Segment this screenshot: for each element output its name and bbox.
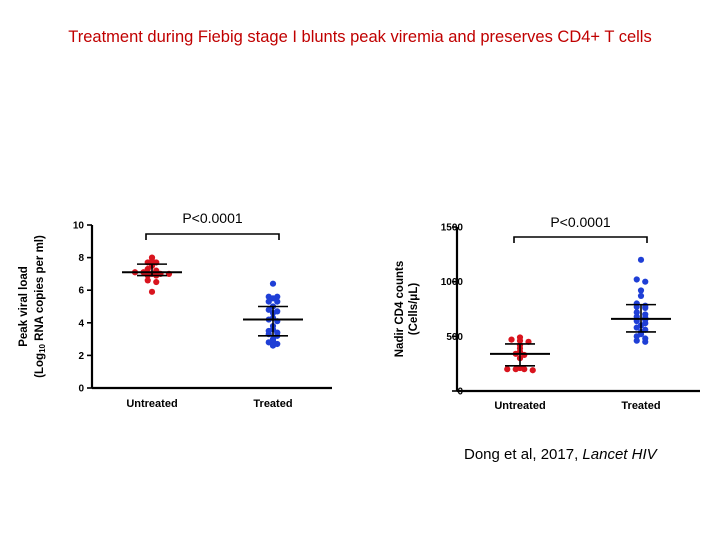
data-point — [633, 324, 640, 331]
data-point — [637, 287, 645, 294]
chart-1: 0 2 4 6 8 10 Untreated Treated Peak viral load (L… — [18, 210, 332, 410]
y-axis-label: Peak viral load — [18, 266, 30, 347]
data-point — [148, 288, 156, 295]
data-point — [508, 336, 515, 343]
y-tick-label: 500 — [446, 332, 463, 343]
y-tick-label: 8 — [78, 253, 84, 264]
data-point — [516, 337, 524, 344]
series-treated — [611, 256, 671, 345]
series-untreated — [490, 334, 550, 374]
data-point — [529, 367, 536, 374]
data-point — [521, 366, 528, 373]
citation-journal: Lancet HIV — [582, 446, 657, 463]
data-point — [504, 366, 511, 373]
p-value-label: P<0.0001 — [182, 210, 243, 226]
data-point — [274, 298, 281, 305]
y-tick-label: 4 — [78, 318, 84, 329]
data-point — [633, 276, 640, 283]
data-point — [269, 280, 277, 287]
data-point — [642, 338, 649, 345]
y-tick-label: 6 — [78, 286, 84, 297]
significance-bracket — [145, 233, 280, 240]
x-category-label: Untreated — [494, 400, 545, 412]
data-point — [144, 277, 151, 284]
data-point — [637, 256, 645, 263]
y-axis-label-units: (Cells/μL) — [408, 283, 420, 336]
data-point — [512, 366, 519, 373]
x-category-label: Treated — [621, 400, 660, 412]
x-category-label: Treated — [253, 398, 292, 410]
data-point — [144, 265, 151, 273]
data-point — [269, 342, 277, 349]
series-untreated — [122, 254, 182, 295]
data-point — [265, 306, 272, 313]
data-point — [153, 278, 160, 286]
series-treated — [243, 280, 303, 349]
data-point — [642, 304, 649, 312]
data-point — [642, 278, 649, 285]
citation: Dong et al, 2017, Lancet HIV — [464, 446, 657, 463]
data-point — [633, 337, 640, 344]
data-point — [633, 333, 640, 340]
citation-authors: Dong et al, 2017, — [464, 446, 583, 463]
y-tick-label: 2 — [78, 351, 84, 362]
x-category-label: Untreated — [126, 398, 177, 410]
slide-title: Treatment during Fiebig stage I blunts p… — [68, 28, 652, 46]
y-tick-label: 1500 — [441, 223, 464, 234]
data-point — [265, 339, 272, 346]
y-tick-label: 1000 — [441, 277, 464, 288]
y-axis-label-units: (Log10 RNA copies per ml) — [34, 235, 47, 378]
significance-bracket — [513, 236, 648, 243]
chart-2: 0 500 1000 1500 Untreated Treated Nadir CD4 co… — [394, 214, 700, 412]
data-point — [637, 292, 645, 299]
data-point — [633, 309, 640, 316]
y-tick-label: 10 — [73, 221, 85, 232]
p-value-label: P<0.0001 — [550, 214, 611, 230]
data-point — [265, 298, 272, 305]
y-tick-label: 0 — [457, 387, 463, 398]
data-point — [269, 295, 277, 302]
y-tick-label: 0 — [78, 384, 84, 395]
y-axis-label: Nadir CD4 counts — [394, 261, 406, 358]
